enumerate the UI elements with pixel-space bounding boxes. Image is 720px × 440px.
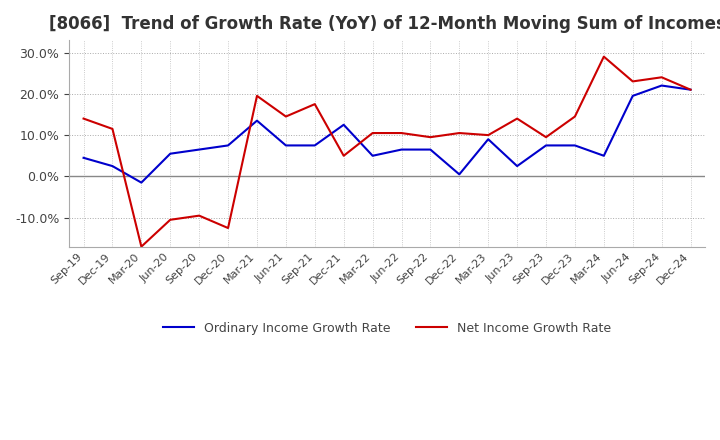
Title: [8066]  Trend of Growth Rate (YoY) of 12-Month Moving Sum of Incomes: [8066] Trend of Growth Rate (YoY) of 12-… (49, 15, 720, 33)
Ordinary Income Growth Rate (108, 163, 117, 169)
Net Income Growth Rate (657, 75, 666, 80)
Ordinary Income Growth Rate (686, 87, 695, 92)
Line: Ordinary Income Growth Rate: Ordinary Income Growth Rate (84, 85, 690, 183)
Ordinary Income Growth Rate (166, 151, 174, 156)
Net Income Growth Rate (166, 217, 174, 222)
Ordinary Income Growth Rate (137, 180, 145, 185)
Legend: Ordinary Income Growth Rate, Net Income Growth Rate: Ordinary Income Growth Rate, Net Income … (158, 316, 616, 340)
Ordinary Income Growth Rate (455, 172, 464, 177)
Ordinary Income Growth Rate (253, 118, 261, 123)
Net Income Growth Rate (513, 116, 521, 121)
Ordinary Income Growth Rate (541, 143, 550, 148)
Ordinary Income Growth Rate (426, 147, 435, 152)
Net Income Growth Rate (484, 132, 492, 138)
Net Income Growth Rate (629, 79, 637, 84)
Ordinary Income Growth Rate (600, 153, 608, 158)
Ordinary Income Growth Rate (629, 93, 637, 99)
Net Income Growth Rate (339, 153, 348, 158)
Ordinary Income Growth Rate (79, 155, 88, 161)
Ordinary Income Growth Rate (484, 136, 492, 142)
Ordinary Income Growth Rate (397, 147, 406, 152)
Ordinary Income Growth Rate (339, 122, 348, 128)
Net Income Growth Rate (79, 116, 88, 121)
Net Income Growth Rate (426, 135, 435, 140)
Ordinary Income Growth Rate (224, 143, 233, 148)
Ordinary Income Growth Rate (657, 83, 666, 88)
Ordinary Income Growth Rate (368, 153, 377, 158)
Net Income Growth Rate (368, 130, 377, 136)
Net Income Growth Rate (310, 102, 319, 107)
Net Income Growth Rate (455, 130, 464, 136)
Net Income Growth Rate (600, 54, 608, 59)
Ordinary Income Growth Rate (513, 163, 521, 169)
Net Income Growth Rate (686, 87, 695, 92)
Ordinary Income Growth Rate (310, 143, 319, 148)
Net Income Growth Rate (224, 225, 233, 231)
Ordinary Income Growth Rate (571, 143, 580, 148)
Net Income Growth Rate (137, 244, 145, 249)
Net Income Growth Rate (571, 114, 580, 119)
Net Income Growth Rate (397, 130, 406, 136)
Net Income Growth Rate (195, 213, 204, 218)
Ordinary Income Growth Rate (195, 147, 204, 152)
Net Income Growth Rate (282, 114, 290, 119)
Line: Net Income Growth Rate: Net Income Growth Rate (84, 57, 690, 247)
Net Income Growth Rate (108, 126, 117, 132)
Net Income Growth Rate (541, 135, 550, 140)
Net Income Growth Rate (253, 93, 261, 99)
Ordinary Income Growth Rate (282, 143, 290, 148)
